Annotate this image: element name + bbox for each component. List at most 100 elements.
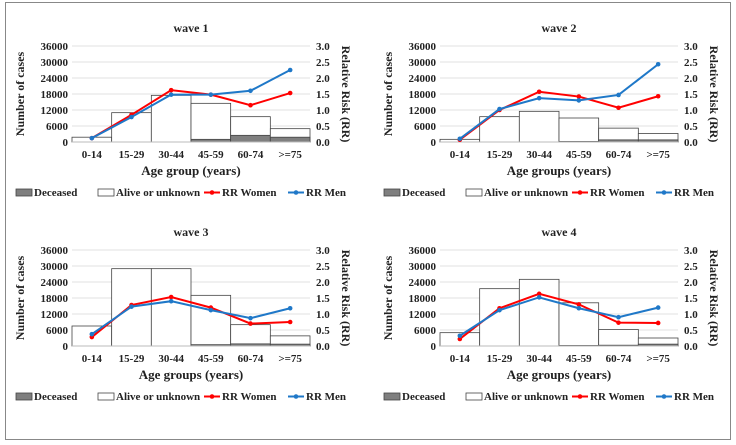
chart-title: wave 1 <box>174 21 209 35</box>
rr-women-point <box>616 320 621 325</box>
chart-svg: wave 2 0 6000 12000 18000 24000 30000 36000 0.0 0… <box>381 21 721 199</box>
y2-tick-label: 1.0 <box>316 309 330 321</box>
x-tick-label: 60-74 <box>238 149 264 161</box>
y-tick-label: 6000 <box>46 325 69 337</box>
rr-men-point <box>655 61 661 67</box>
rr-men-point <box>616 314 621 320</box>
y-tick-label: 30000 <box>41 57 69 69</box>
x-tick-label: 30-44 <box>158 149 184 161</box>
y2-tick-label: 0.0 <box>316 341 330 353</box>
figure-frame <box>5 2 731 440</box>
rr-women-point <box>457 336 463 342</box>
y2-tick-label: 2.0 <box>316 73 330 85</box>
y-tick-label: 18000 <box>41 89 69 101</box>
y-tick-label: 36000 <box>409 245 437 257</box>
rr-women-line <box>91 89 291 140</box>
rr-men-point <box>616 92 621 98</box>
rr-men-line <box>459 63 659 140</box>
x-tick-label: 30-44 <box>526 353 552 365</box>
rr-women-point <box>536 291 542 297</box>
legend-label-men: RR Men <box>674 187 714 199</box>
legend-label-alive: Alive or unknown <box>484 187 568 199</box>
y-tick-label: 6000 <box>46 121 69 133</box>
rr-men-line <box>459 296 659 337</box>
legend-marker-men <box>661 394 667 399</box>
y-tick-label: 36000 <box>41 245 69 257</box>
x-tick-label: 0-14 <box>82 353 103 365</box>
rr-men-point <box>129 304 134 309</box>
x-tick-label: 60-74 <box>606 353 632 365</box>
y-axis-label: Number of cases <box>13 51 27 136</box>
y2-tick-label: 2.5 <box>684 261 698 273</box>
y-axis-label: Number of cases <box>381 255 395 340</box>
rr-men-point <box>457 136 463 142</box>
rr-women-point <box>536 89 542 95</box>
rr-men-point <box>497 307 502 313</box>
legend-marker-men <box>293 190 299 195</box>
y2-axis-label: Relative Risk (RR) <box>339 250 353 347</box>
bar-alive-or-unknown <box>479 288 520 347</box>
y2-tick-label: 0.5 <box>316 325 330 337</box>
rr-men-point <box>457 333 463 339</box>
chart-wave-3: wave 3 0 6000 12000 18000 24000 30000 36000 0.0 0… <box>0 222 368 437</box>
bar-alive-or-unknown <box>230 324 271 347</box>
rr-men-point <box>576 305 582 311</box>
bar-alive-or-unknown <box>518 110 560 143</box>
y-tick-label: 24000 <box>409 73 437 85</box>
rr-women-point <box>287 319 293 325</box>
y-tick-label: 0 <box>431 341 437 353</box>
x-tick-label: 0-14 <box>82 149 103 161</box>
legend-label-alive: Alive or unknown <box>484 391 568 403</box>
x-tick-label: >=75 <box>646 149 670 161</box>
y2-tick-label: 1.5 <box>316 293 330 305</box>
rr-women-point <box>616 105 621 111</box>
x-tick-label: 30-44 <box>158 353 184 365</box>
y-tick-label: 36000 <box>41 41 69 53</box>
legend-swatch-deceased <box>383 392 401 401</box>
legend-swatch-deceased <box>383 188 401 197</box>
rr-women-point <box>576 94 582 99</box>
y2-tick-label: 1.0 <box>684 309 698 321</box>
bar-alive-or-unknown <box>190 102 232 143</box>
chart-title: wave 4 <box>542 225 577 239</box>
rr-men-line <box>91 69 291 140</box>
y-tick-label: 6000 <box>414 121 437 133</box>
y2-tick-label: 0.5 <box>684 325 698 337</box>
y2-tick-label: 2.0 <box>684 73 698 85</box>
y-tick-label: 12000 <box>409 105 437 117</box>
bar-alive-or-unknown <box>150 268 192 347</box>
x-tick-label: 45-59 <box>566 353 592 365</box>
x-tick-label: >=75 <box>278 149 302 161</box>
y-tick-label: 30000 <box>41 261 69 273</box>
y2-axis-label: Relative Risk (RR) <box>339 46 353 143</box>
rr-men-point <box>655 305 661 310</box>
y-tick-label: 6000 <box>414 325 437 337</box>
y2-tick-label: 1.0 <box>316 105 330 117</box>
rr-women-point <box>248 321 253 326</box>
legend-label-deceased: Deceased <box>402 187 445 199</box>
y-tick-label: 18000 <box>409 293 437 305</box>
y2-tick-label: 0.0 <box>316 137 330 149</box>
y-tick-label: 24000 <box>41 73 69 85</box>
rr-men-point <box>168 298 174 304</box>
y-tick-label: 0 <box>63 341 69 353</box>
rr-men-point <box>168 92 174 97</box>
legend-swatch-alive <box>97 188 115 197</box>
rr-men-point <box>89 331 95 337</box>
y-tick-label: 0 <box>63 137 69 149</box>
y-tick-label: 24000 <box>41 277 69 289</box>
rr-women-point <box>248 102 253 108</box>
x-tick-label: 15-29 <box>119 149 145 161</box>
y-tick-label: 36000 <box>409 41 437 53</box>
y-axis-label: Number of cases <box>381 51 395 136</box>
rr-men-point <box>497 106 502 112</box>
x-tick-label: 15-29 <box>487 353 513 365</box>
y-tick-label: 18000 <box>409 89 437 101</box>
legend-label-deceased: Deceased <box>402 391 445 403</box>
bar-alive-or-unknown <box>518 278 560 347</box>
y-axis-label: Number of cases <box>13 255 27 340</box>
rr-men-point <box>248 88 253 94</box>
rr-women-point <box>576 302 582 307</box>
bar-alive-or-unknown <box>558 117 600 143</box>
rr-men-point <box>576 98 582 103</box>
